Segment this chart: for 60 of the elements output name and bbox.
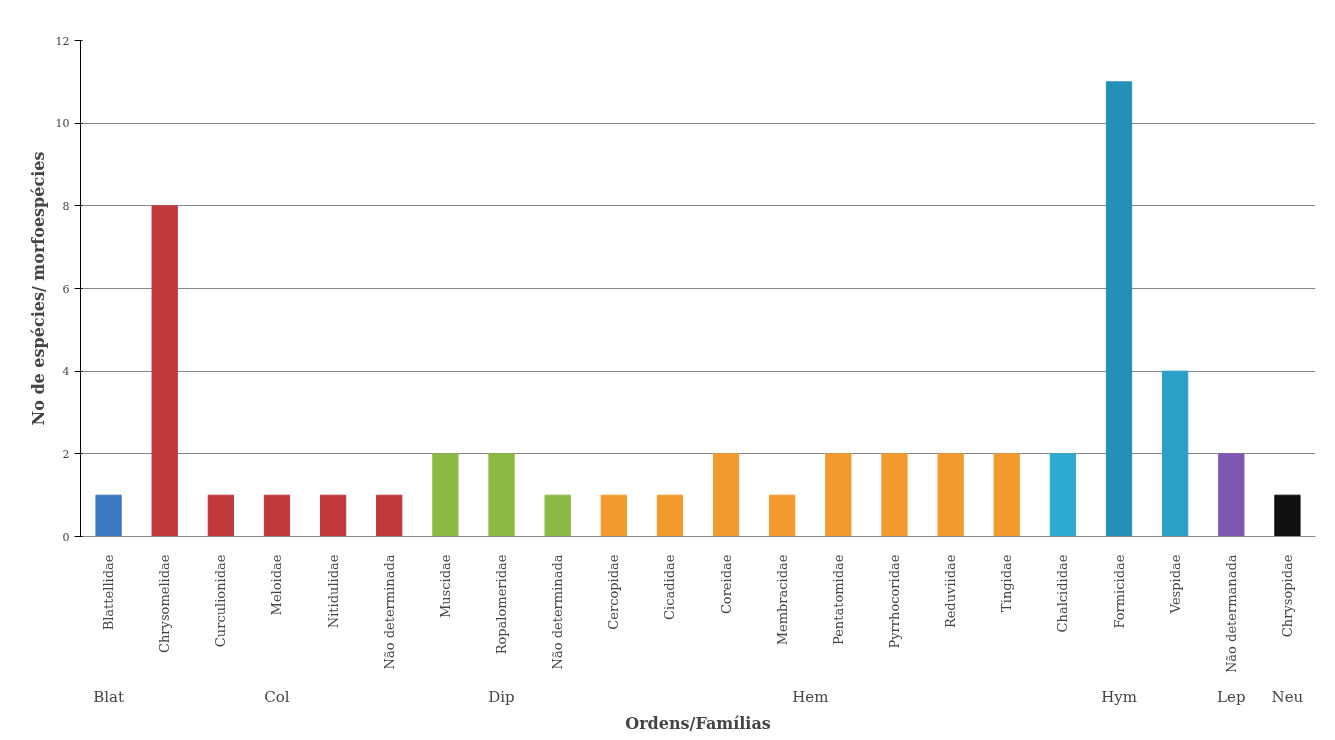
bar: [656, 494, 684, 537]
bar: [881, 453, 908, 537]
x-tick-label: Cicadidae: [662, 554, 678, 620]
x-tick-label: Formicidae: [1111, 554, 1127, 629]
y-tick-label: 8: [62, 199, 70, 213]
x-tick-label: Reduviidae: [943, 554, 959, 629]
x-tick-label: Coreidae: [718, 554, 734, 615]
y-tick-label: 6: [62, 282, 70, 296]
bar: [1162, 370, 1189, 537]
x-tick-label: Não determinada: [381, 554, 397, 670]
bar: [993, 453, 1020, 537]
bar: [95, 494, 122, 537]
x-tick-label: Não determanada: [1223, 554, 1239, 673]
text: Lep: [1217, 687, 1246, 706]
text: Neu: [1271, 687, 1304, 706]
text: Dip: [488, 687, 515, 706]
bar: [207, 494, 234, 537]
bar: [1218, 453, 1245, 537]
bar: [1105, 81, 1133, 537]
bar: [769, 494, 796, 537]
text: Hym: [1101, 687, 1137, 706]
x-tick-label: Chrysopidae: [1279, 554, 1295, 638]
x-tick-label: Vespidae: [1167, 554, 1183, 615]
x-tick-label: Curculionidae: [213, 554, 229, 648]
y-axis-title: No de espécies/ morfoespécies: [28, 151, 48, 426]
x-tick-label: Chalcididae: [1055, 554, 1071, 633]
x-tick-label: Cercopidae: [606, 554, 622, 630]
x-tick-label: Não determinada: [550, 554, 566, 670]
bar: [151, 205, 178, 537]
bar: [1274, 494, 1301, 537]
x-axis-title: Ordens/Famílias: [625, 713, 771, 733]
y-tick-label: 10: [55, 117, 70, 131]
bar: [488, 453, 515, 537]
x-tick-label: Nitidulidae: [325, 554, 341, 629]
bar: [319, 494, 347, 537]
x-tick-label: Chrysomelidae: [157, 554, 173, 653]
x-tick-label: Pentatomidae: [830, 554, 846, 645]
x-tick-label: Muscidae: [437, 554, 453, 619]
y-tick-label: 0: [62, 530, 70, 544]
bar: [600, 494, 627, 537]
x-tick-label: Meloidae: [269, 554, 285, 616]
x-tick-label: Tingidae: [999, 554, 1015, 612]
y-tick-label: 2: [62, 447, 70, 461]
text: Col: [264, 687, 290, 706]
bar: [263, 494, 291, 537]
x-tick-label: Blattellidae: [101, 554, 117, 631]
bar: [937, 453, 964, 537]
x-tick-label: Ropalomeridae: [494, 554, 510, 655]
text: Blat: [93, 687, 124, 706]
text: Hem: [792, 687, 829, 706]
y-tick-label: 4: [62, 365, 70, 379]
x-tick-label: Pyrrhocoridae: [886, 554, 902, 649]
bar: [544, 494, 571, 537]
bar: [825, 453, 852, 537]
bar: [432, 453, 459, 537]
bar: [712, 453, 740, 537]
y-tick-label: 12: [55, 34, 70, 48]
bar: [376, 494, 403, 537]
bar: [1049, 453, 1077, 537]
x-tick-label: Membracidae: [774, 554, 790, 646]
